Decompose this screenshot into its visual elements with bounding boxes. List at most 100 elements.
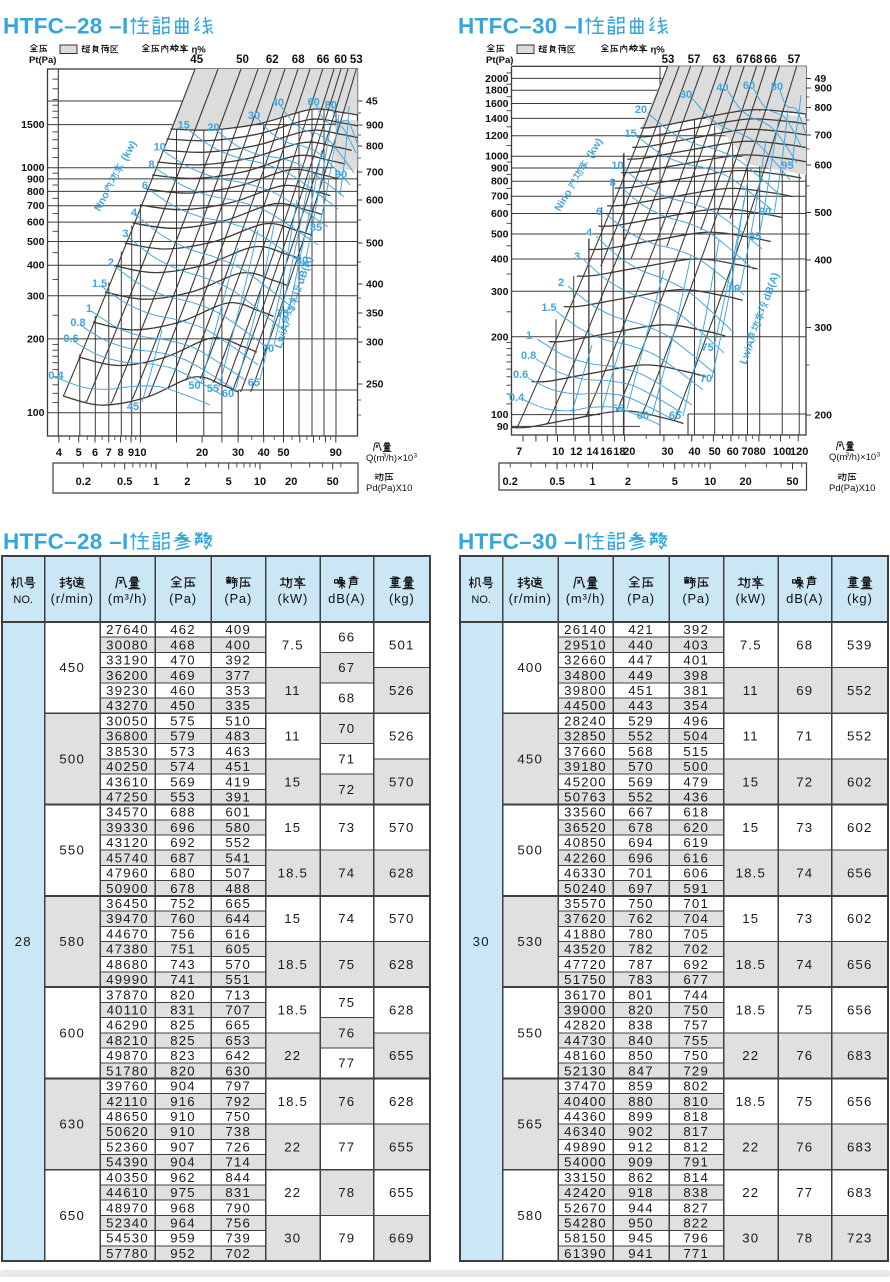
svg-text:0.8: 0.8 (521, 350, 536, 362)
svg-text:483: 483 (225, 729, 251, 744)
svg-text:700: 700 (491, 191, 509, 203)
svg-text:2: 2 (625, 476, 631, 488)
svg-text:60: 60 (743, 80, 755, 92)
svg-text:71: 71 (796, 729, 813, 744)
svg-text:628: 628 (389, 1003, 415, 1018)
svg-text:750: 750 (683, 1003, 709, 1018)
svg-text:120: 120 (790, 446, 808, 458)
svg-text:862: 862 (628, 1170, 654, 1185)
svg-text:700: 700 (27, 200, 45, 212)
svg-text:46340: 46340 (564, 1124, 607, 1139)
svg-text:(Pa): (Pa) (627, 591, 655, 606)
svg-text:10: 10 (552, 446, 564, 458)
svg-text:1.5: 1.5 (541, 302, 556, 314)
svg-text:569: 569 (170, 774, 196, 789)
svg-text:825: 825 (170, 1033, 196, 1048)
svg-text:8: 8 (149, 159, 155, 171)
svg-text:750: 750 (628, 896, 654, 911)
svg-text:11: 11 (743, 683, 759, 698)
svg-text:51780: 51780 (106, 1063, 149, 1078)
svg-text:100: 100 (27, 407, 45, 419)
svg-text:616: 616 (225, 926, 251, 941)
svg-text:0.6: 0.6 (513, 369, 528, 381)
svg-text:18.5: 18.5 (736, 1003, 766, 1018)
svg-text:820: 820 (628, 1003, 654, 1018)
svg-text:3: 3 (383, 453, 387, 460)
svg-text:49: 49 (815, 73, 827, 85)
svg-text:705: 705 (683, 926, 709, 941)
svg-text:42110: 42110 (107, 1094, 149, 1109)
svg-text:3: 3 (122, 228, 128, 240)
svg-text:40250: 40250 (106, 759, 149, 774)
svg-text:45: 45 (366, 96, 378, 108)
svg-text:403: 403 (683, 637, 709, 652)
svg-text:50: 50 (277, 447, 289, 459)
svg-text:568: 568 (628, 744, 654, 759)
svg-text:570: 570 (389, 911, 415, 926)
svg-text:45: 45 (190, 54, 203, 66)
svg-text:65: 65 (669, 410, 681, 422)
svg-text:76: 76 (338, 1025, 355, 1040)
svg-text:335: 335 (225, 698, 251, 713)
svg-text:15: 15 (284, 820, 301, 835)
svg-text:792: 792 (225, 1094, 251, 1109)
svg-text:45200: 45200 (564, 774, 607, 789)
svg-text:(m³/h): (m³/h) (108, 591, 147, 606)
svg-text:1000: 1000 (485, 151, 509, 163)
svg-text:48160: 48160 (564, 1048, 607, 1063)
svg-text:39760: 39760 (106, 1079, 149, 1094)
svg-text:968: 968 (170, 1200, 196, 1215)
svg-text:300: 300 (27, 290, 45, 302)
svg-text:656: 656 (847, 1094, 873, 1109)
svg-text:398: 398 (683, 668, 709, 683)
svg-text:79: 79 (338, 1231, 355, 1246)
svg-text:200: 200 (491, 331, 509, 343)
svg-text:0.5: 0.5 (549, 476, 564, 488)
svg-text:1400: 1400 (485, 113, 509, 125)
svg-text:44500: 44500 (564, 698, 607, 713)
svg-text:(kg): (kg) (389, 591, 415, 606)
svg-text:200: 200 (815, 410, 833, 422)
svg-text:619: 619 (683, 835, 709, 850)
svg-text:400: 400 (366, 279, 384, 291)
svg-text:39180: 39180 (564, 759, 607, 774)
svg-text:12: 12 (570, 446, 582, 458)
svg-text:300: 300 (366, 337, 384, 349)
svg-text:831: 831 (225, 1185, 251, 1200)
svg-text:642: 642 (225, 1048, 251, 1063)
svg-text:6: 6 (596, 206, 602, 218)
svg-text:570: 570 (225, 957, 251, 972)
svg-text:790: 790 (225, 1200, 251, 1215)
svg-text:392: 392 (683, 622, 709, 637)
svg-text:78: 78 (338, 1185, 355, 1200)
svg-text:72: 72 (338, 782, 355, 797)
svg-text:40: 40 (272, 97, 284, 109)
svg-text:22: 22 (742, 1185, 759, 1200)
svg-text:800: 800 (815, 102, 833, 114)
svg-text:53: 53 (662, 54, 675, 66)
svg-text:840: 840 (628, 1033, 654, 1048)
svg-text:95: 95 (781, 160, 793, 172)
svg-text:700: 700 (815, 130, 833, 142)
svg-text:616: 616 (683, 850, 709, 865)
svg-text:752: 752 (170, 896, 196, 911)
svg-text:950: 950 (628, 1216, 654, 1231)
svg-text:18.5: 18.5 (278, 866, 308, 881)
svg-text:68: 68 (796, 637, 813, 652)
svg-text:628: 628 (389, 1094, 415, 1109)
svg-text:Pd(Pa)X10: Pd(Pa)X10 (829, 483, 875, 494)
svg-text:75: 75 (796, 1094, 813, 1109)
svg-text:553: 553 (170, 790, 196, 805)
svg-text:2: 2 (558, 277, 564, 289)
svg-text:54280: 54280 (564, 1216, 607, 1231)
svg-text:7: 7 (106, 447, 112, 459)
svg-text:20: 20 (285, 476, 297, 488)
svg-text:822: 822 (683, 1216, 709, 1231)
svg-text:529: 529 (628, 713, 654, 728)
svg-text:436: 436 (683, 790, 709, 805)
svg-text:1500: 1500 (21, 119, 45, 131)
svg-text:78: 78 (796, 1231, 813, 1246)
svg-text:6: 6 (92, 447, 98, 459)
svg-text:η%: η% (192, 45, 207, 56)
svg-text:/h)×10: /h)×10 (849, 452, 876, 463)
